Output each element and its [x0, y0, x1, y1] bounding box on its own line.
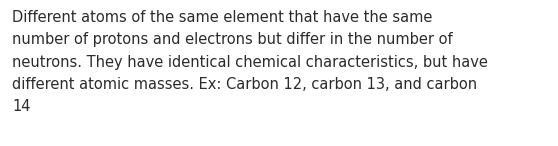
- Text: Different atoms of the same element that have the same
number of protons and ele: Different atoms of the same element that…: [12, 10, 488, 114]
